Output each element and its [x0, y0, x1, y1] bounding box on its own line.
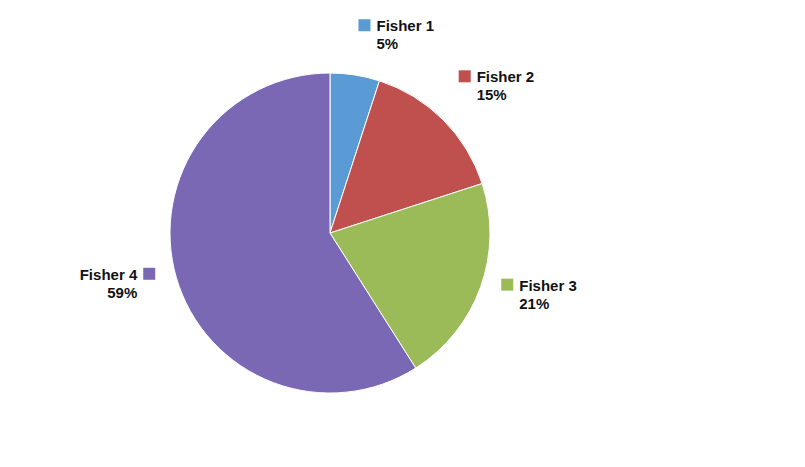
slice-labels: Fisher 15% Fisher 215% Fisher 321% Fisher 4…: [80, 17, 577, 311]
slice-label: Fisher 15%: [358, 17, 434, 52]
slice-name: Fisher 2: [477, 68, 535, 85]
slice-value-label: 59%: [107, 284, 137, 301]
slice-value-label: 15%: [477, 86, 507, 103]
slice-value-label: 21%: [519, 295, 549, 312]
label-swatch: [143, 268, 155, 280]
slice-label: Fisher 459%: [80, 266, 156, 301]
label-swatch: [459, 70, 471, 82]
chart: Fisher 15% Fisher 215% Fisher 321% Fisher 4…: [0, 0, 805, 467]
slice-name: Fisher 3: [519, 277, 577, 294]
label-swatch: [501, 279, 513, 291]
slice-label: Fisher 321%: [501, 277, 577, 312]
label-swatch: [358, 19, 370, 31]
slice-name: Fisher 1: [376, 17, 434, 34]
pie-slice: [170, 73, 416, 393]
slice-name: Fisher 4: [80, 266, 138, 283]
pie: [170, 73, 490, 393]
slice-value-label: 5%: [376, 35, 398, 52]
slice-label: Fisher 215%: [459, 68, 535, 103]
